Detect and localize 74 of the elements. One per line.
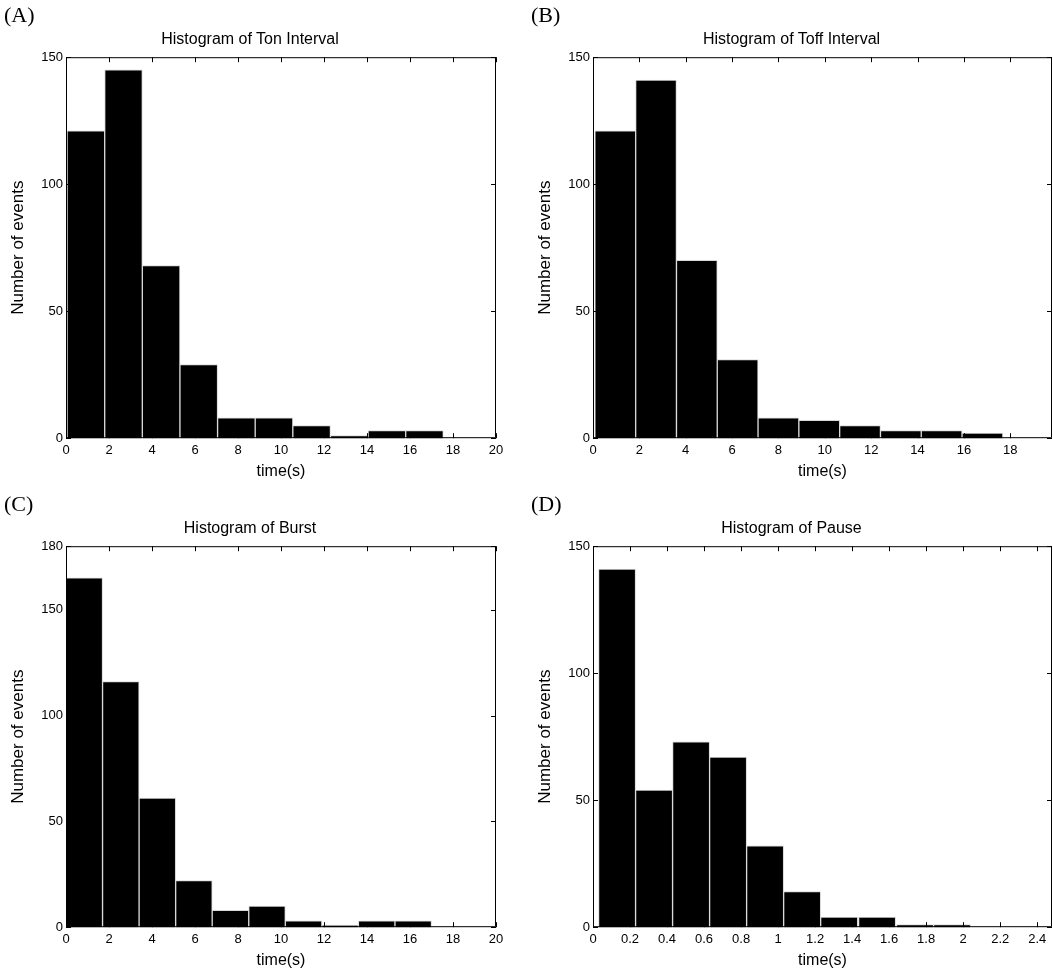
- x-tick-label: 16: [402, 930, 418, 946]
- y-tick-label: 150: [568, 48, 590, 64]
- chart-title: Histogram of Toff Interval: [702, 30, 881, 48]
- y-tick-label: 150: [568, 537, 590, 553]
- x-tick-label: 2: [105, 441, 113, 457]
- x-tick-label: 2.4: [1028, 930, 1047, 946]
- y-tick-label: 50: [48, 812, 63, 828]
- x-tick-label: 12: [316, 930, 332, 946]
- y-tick-label: 100: [568, 664, 590, 680]
- x-tick-label: 18: [445, 441, 461, 457]
- x-tick-label: 4: [148, 441, 156, 457]
- x-tick-label: 2: [635, 441, 643, 457]
- x-tick-label: 1: [774, 930, 782, 946]
- x-tick-label: 0.8: [732, 930, 751, 946]
- y-tick-label: 100: [41, 175, 63, 191]
- x-tick-label: 2.2: [991, 930, 1010, 946]
- x-tick-label: 10: [817, 441, 833, 457]
- y-tick-label: 0: [582, 918, 590, 934]
- text: (C): [4, 491, 34, 517]
- y-tick-label: 0: [582, 429, 590, 445]
- y-tick-label: 0: [55, 918, 63, 934]
- x-tick-label: 14: [359, 930, 375, 946]
- y-tick-label: 100: [41, 707, 63, 723]
- x-tick-label: 6: [191, 930, 199, 946]
- x-axis-title: time(s): [798, 461, 847, 479]
- text: (D): [531, 491, 562, 517]
- x-tick-label: 6: [728, 441, 736, 457]
- chart-title: Histogram of Burst: [183, 519, 317, 537]
- x-tick-label: 1.8: [917, 930, 936, 946]
- x-tick-label: 2: [959, 930, 967, 946]
- y-axis-title: Number of events: [7, 180, 27, 315]
- x-tick-label: 0.2: [620, 930, 640, 946]
- text: (B): [531, 2, 561, 28]
- x-tick-label: 10: [273, 930, 289, 946]
- x-tick-label: 1.6: [880, 930, 899, 946]
- y-tick-label: 150: [41, 601, 63, 617]
- x-tick-label: 8: [234, 930, 242, 946]
- y-axis-title: Number of events: [534, 180, 554, 315]
- y-tick-label: 50: [575, 302, 590, 318]
- x-tick-label: 12: [863, 441, 879, 457]
- y-tick-label: 50: [575, 791, 590, 807]
- chart-title: Histogram of Pause: [721, 519, 862, 537]
- y-tick-label: 150: [41, 48, 63, 64]
- x-axis-title: time(s): [798, 950, 847, 968]
- x-tick-label: 0.4: [657, 930, 677, 946]
- chart-title: Histogram of Ton Interval: [161, 30, 339, 48]
- y-axis-title: Number of events: [7, 669, 27, 804]
- x-tick-label: 18: [445, 930, 461, 946]
- x-axis-title: time(s): [256, 950, 306, 968]
- x-tick-label: 12: [316, 441, 332, 457]
- x-tick-label: 18: [1003, 441, 1018, 457]
- x-tick-label: 4: [148, 930, 156, 946]
- x-tick-label: 1.4: [843, 930, 862, 946]
- x-tick-label: 14: [359, 441, 375, 457]
- x-tick-label: 10: [273, 441, 289, 457]
- x-tick-label: 16: [956, 441, 972, 457]
- text: (A): [4, 2, 35, 28]
- y-tick-label: 50: [48, 302, 63, 318]
- x-tick-label: 16: [402, 441, 418, 457]
- y-tick-label: 0: [55, 429, 63, 445]
- x-axis-title: time(s): [256, 461, 306, 479]
- x-tick-label: 2: [105, 930, 113, 946]
- y-axis-title: Number of events: [534, 669, 554, 804]
- x-tick-label: 20: [488, 441, 504, 457]
- y-tick-label: 100: [568, 175, 590, 191]
- x-tick-label: 1.2: [806, 930, 825, 946]
- x-tick-label: 6: [191, 441, 199, 457]
- x-tick-label: 8: [234, 441, 242, 457]
- x-tick-label: 8: [774, 441, 783, 457]
- x-tick-label: 0.6: [695, 930, 714, 946]
- x-tick-label: 14: [910, 441, 925, 457]
- x-tick-label: 20: [488, 930, 504, 946]
- y-tick-label: 180: [41, 537, 63, 553]
- x-tick-label: 4: [682, 441, 690, 457]
